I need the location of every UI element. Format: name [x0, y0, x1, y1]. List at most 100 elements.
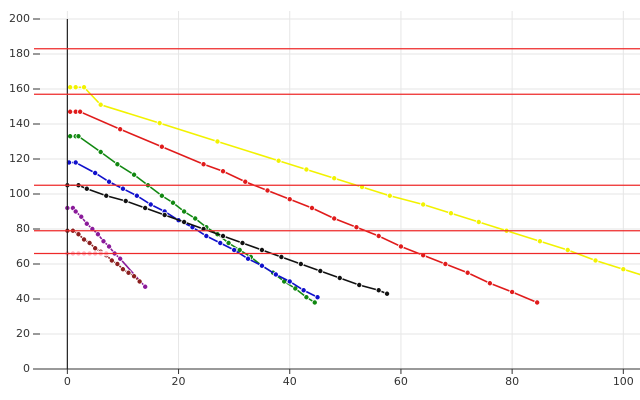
data-point — [317, 267, 324, 274]
data-point — [97, 101, 104, 108]
plot-area — [34, 11, 640, 370]
data-point — [278, 253, 285, 260]
data-point — [92, 245, 99, 252]
data-point — [158, 143, 165, 150]
y-tick-label: 100 — [9, 187, 30, 200]
data-point — [122, 197, 129, 204]
y-tick-label: 120 — [9, 152, 30, 165]
data-point — [620, 266, 627, 273]
data-point — [509, 288, 516, 295]
data-point — [117, 126, 124, 133]
data-point — [158, 192, 165, 199]
data-point — [464, 269, 471, 276]
series-line — [70, 86, 640, 276]
data-point — [181, 208, 188, 215]
y-tick-label: 200 — [9, 12, 30, 25]
data-point — [192, 215, 199, 222]
data-point — [242, 178, 249, 185]
data-point — [308, 204, 315, 211]
data-point — [225, 239, 232, 246]
data-point — [303, 294, 310, 301]
data-point — [384, 290, 391, 297]
data-point — [375, 232, 382, 239]
x-tick-label: 40 — [283, 375, 297, 388]
y-tick-label: 180 — [9, 47, 30, 60]
data-point — [258, 246, 265, 253]
data-point — [286, 278, 293, 285]
data-point — [67, 84, 74, 91]
data-point — [303, 166, 310, 173]
data-point — [161, 211, 168, 218]
data-point — [75, 133, 82, 140]
data-point — [133, 192, 140, 199]
data-point — [272, 271, 279, 278]
data-point — [447, 210, 454, 217]
data-point — [592, 257, 599, 264]
data-point — [136, 278, 143, 285]
data-point — [83, 220, 90, 227]
data-point — [97, 148, 104, 155]
x-tick-label: 20 — [172, 375, 186, 388]
data-point — [203, 232, 210, 239]
data-point — [78, 213, 85, 220]
data-point — [314, 294, 321, 301]
data-point — [534, 299, 541, 306]
data-point — [125, 269, 132, 276]
data-point — [131, 171, 138, 178]
data-point — [214, 138, 221, 145]
data-point — [83, 185, 90, 192]
y-tick-label: 160 — [9, 82, 30, 95]
data-point — [106, 178, 113, 185]
data-point — [114, 161, 121, 168]
data-point — [131, 273, 138, 280]
data-point — [486, 280, 493, 287]
data-point — [220, 168, 227, 175]
data-point — [220, 232, 227, 239]
x-tick-label: 0 — [64, 375, 71, 388]
data-point — [156, 120, 163, 127]
data-point — [564, 246, 571, 253]
data-point — [169, 199, 176, 206]
data-point — [442, 260, 449, 267]
data-point — [200, 161, 207, 168]
data-point — [331, 175, 338, 182]
data-point — [119, 266, 126, 273]
y-tick-label: 140 — [9, 117, 30, 130]
data-point — [536, 238, 543, 245]
data-point — [375, 287, 382, 294]
data-point — [86, 239, 93, 246]
x-tick-label: 100 — [613, 375, 634, 388]
data-point — [231, 246, 238, 253]
data-point — [72, 84, 79, 91]
data-point — [75, 231, 82, 238]
data-point — [245, 255, 252, 262]
data-point — [420, 201, 427, 208]
data-point — [100, 238, 107, 245]
data-point — [142, 283, 149, 290]
y-tick-label: 60 — [16, 257, 30, 270]
data-point — [72, 159, 79, 166]
data-point — [397, 243, 404, 250]
data-point — [77, 108, 84, 115]
data-point — [386, 192, 393, 199]
x-tick-label: 80 — [505, 375, 519, 388]
data-point — [117, 255, 124, 262]
y-tick-label: 0 — [23, 362, 30, 375]
data-point — [103, 192, 110, 199]
data-point — [258, 262, 265, 269]
data-point — [217, 239, 224, 246]
data-point — [300, 287, 307, 294]
y-tick-label: 80 — [16, 222, 30, 235]
data-point — [106, 243, 113, 250]
data-point — [356, 281, 363, 288]
data-point — [81, 84, 88, 91]
data-point — [311, 299, 318, 306]
data-point — [72, 208, 79, 215]
data-point — [264, 187, 271, 194]
data-point — [336, 274, 343, 281]
series-line — [70, 135, 316, 304]
data-point — [331, 215, 338, 222]
data-point — [108, 257, 115, 264]
data-point — [239, 239, 246, 246]
